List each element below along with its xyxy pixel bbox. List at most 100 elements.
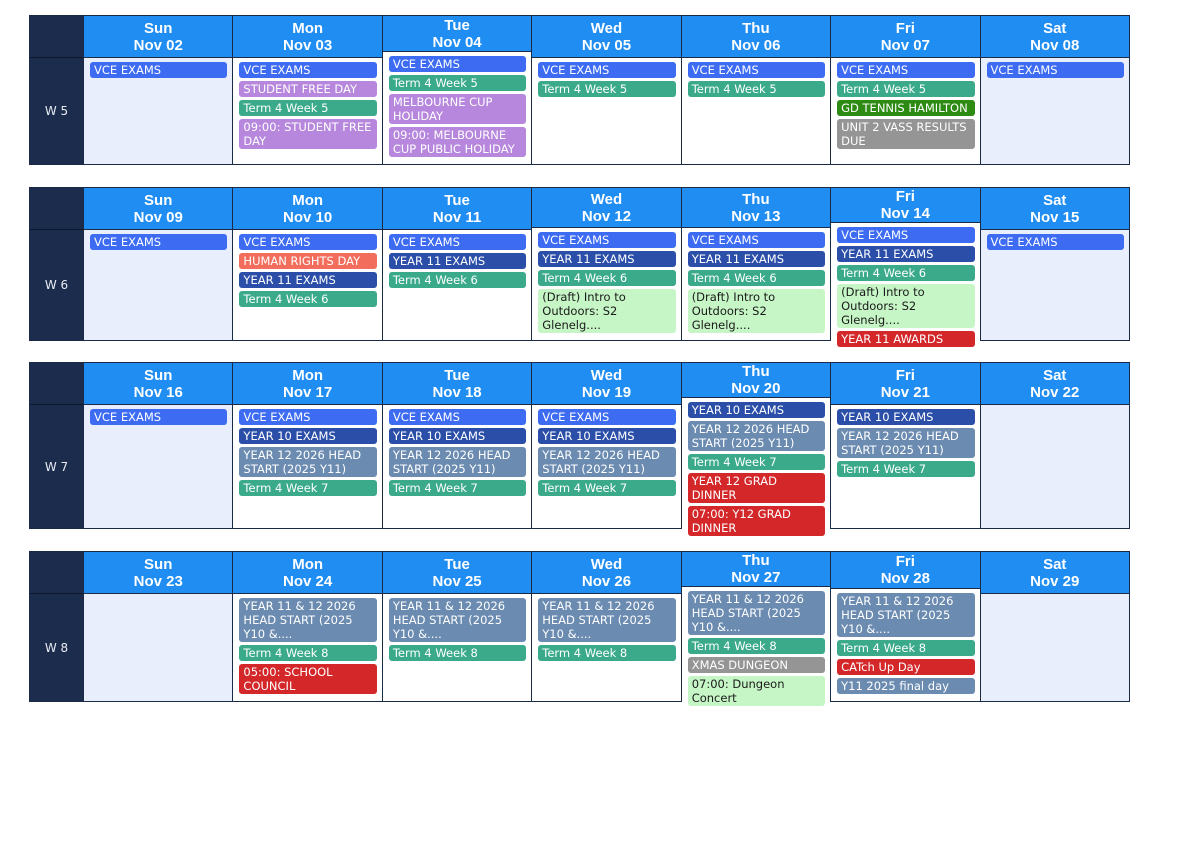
- event-chip[interactable]: YEAR 11 EXAMS: [239, 272, 377, 288]
- event-chip[interactable]: Term 4 Week 8: [837, 640, 975, 656]
- day-cell-thu[interactable]: Thu Nov 20 YEAR 10 EXAMS YEAR 12 2026 HEAD …: [680, 363, 831, 543]
- event-chip[interactable]: YEAR 10 EXAMS: [388, 428, 527, 444]
- event-chip[interactable]: YEAR 11 EXAMS: [388, 253, 527, 269]
- event-chip[interactable]: Term 4 Week 5: [837, 81, 975, 97]
- event-chip[interactable]: (Draft) Intro to Outdoors: S2 Glenelg...…: [687, 289, 826, 333]
- event-chip[interactable]: VCE EXAMS: [388, 234, 527, 250]
- event-chip[interactable]: VCE EXAMS: [90, 234, 228, 250]
- event-chip[interactable]: YEAR 11 EXAMS: [837, 246, 975, 262]
- event-chip[interactable]: VCE EXAMS: [90, 62, 228, 78]
- day-cell-mon[interactable]: Mon Nov 10 VCE EXAMS HUMAN RIGHTS DAY YEAR 1…: [232, 188, 382, 340]
- event-chip[interactable]: VCE EXAMS: [90, 409, 228, 425]
- event-chip[interactable]: VCE EXAMS: [986, 234, 1124, 250]
- event-chip[interactable]: VCE EXAMS: [388, 409, 527, 425]
- event-chip[interactable]: YEAR 12 2026 HEAD START (2025 Y11): [388, 447, 527, 477]
- day-cell-wed[interactable]: Wed Nov 05 VCE EXAMS Term 4 Week 5: [531, 16, 681, 164]
- event-chip[interactable]: YEAR 12 2026 HEAD START (2025 Y11): [687, 421, 826, 451]
- event-chip[interactable]: YEAR 10 EXAMS: [837, 409, 975, 425]
- event-chip[interactable]: VCE EXAMS: [538, 409, 676, 425]
- event-chip[interactable]: Term 4 Week 5: [388, 75, 527, 91]
- day-cell-sun[interactable]: Sun Nov 23: [83, 552, 233, 701]
- event-chip[interactable]: Term 4 Week 6: [837, 265, 975, 281]
- event-chip[interactable]: VCE EXAMS: [388, 56, 527, 72]
- day-cell-tue[interactable]: Tue Nov 18 VCE EXAMS YEAR 10 EXAMS YEAR 12 2…: [381, 363, 532, 528]
- event-chip[interactable]: 09:00: MELBOURNE CUP PUBLIC HOLIDAY: [388, 127, 527, 157]
- event-chip[interactable]: Term 4 Week 6: [687, 270, 826, 286]
- event-chip[interactable]: STUDENT FREE DAY: [239, 81, 377, 97]
- event-chip[interactable]: Term 4 Week 6: [388, 272, 527, 288]
- event-chip[interactable]: VCE EXAMS: [239, 234, 377, 250]
- event-chip[interactable]: Term 4 Week 8: [388, 645, 527, 661]
- day-cell-thu[interactable]: Thu Nov 27 YEAR 11 & 12 2026 HEAD START (2…: [680, 552, 831, 713]
- day-cell-wed[interactable]: Wed Nov 26 YEAR 11 & 12 2026 HEAD START (2…: [531, 552, 681, 701]
- day-cell-sat[interactable]: Sat Nov 15 VCE EXAMS: [979, 188, 1129, 340]
- event-chip[interactable]: CATch Up Day: [837, 659, 975, 675]
- day-cell-mon[interactable]: Mon Nov 03 VCE EXAMS STUDENT FREE DAY Term 4…: [232, 16, 382, 164]
- event-chip[interactable]: Y11 2025 final day: [837, 678, 975, 694]
- day-cell-wed[interactable]: Wed Nov 19 VCE EXAMS YEAR 10 EXAMS YEAR 12 2…: [531, 363, 681, 528]
- day-cell-fri[interactable]: Fri Nov 21 YEAR 10 EXAMS YEAR 12 2026 HEAD …: [830, 363, 980, 528]
- event-chip[interactable]: Term 4 Week 7: [687, 454, 826, 470]
- event-chip[interactable]: (Draft) Intro to Outdoors: S2 Glenelg...…: [538, 289, 676, 333]
- day-cell-mon[interactable]: Mon Nov 17 VCE EXAMS YEAR 10 EXAMS YEAR 12 2…: [232, 363, 382, 528]
- event-chip[interactable]: YEAR 11 EXAMS: [538, 251, 676, 267]
- day-cell-mon[interactable]: Mon Nov 24 YEAR 11 & 12 2026 HEAD START (2…: [232, 552, 382, 701]
- event-chip[interactable]: YEAR 11 EXAMS: [687, 251, 826, 267]
- day-cell-fri[interactable]: Fri Nov 28 YEAR 11 & 12 2026 HEAD START (2…: [830, 552, 980, 701]
- event-chip[interactable]: 07:00: Y12 GRAD DINNER: [687, 506, 826, 536]
- event-chip[interactable]: Term 4 Week 6: [538, 270, 676, 286]
- event-chip[interactable]: VCE EXAMS: [687, 62, 826, 78]
- event-chip[interactable]: Term 4 Week 6: [239, 291, 377, 307]
- event-chip[interactable]: YEAR 11 & 12 2026 HEAD START (2025 Y10 &…: [388, 598, 527, 642]
- day-cell-sat[interactable]: Sat Nov 29: [979, 552, 1129, 701]
- day-cell-fri[interactable]: Fri Nov 14 VCE EXAMS YEAR 11 EXAMS Term 4 We…: [830, 188, 980, 354]
- day-cell-sun[interactable]: Sun Nov 02 VCE EXAMS: [83, 16, 233, 164]
- day-cell-thu[interactable]: Thu Nov 06 VCE EXAMS Term 4 Week 5: [680, 16, 831, 164]
- event-chip[interactable]: VCE EXAMS: [239, 409, 377, 425]
- event-chip[interactable]: YEAR 11 AWARDS: [837, 331, 975, 347]
- event-chip[interactable]: HUMAN RIGHTS DAY: [239, 253, 377, 269]
- event-chip[interactable]: YEAR 10 EXAMS: [239, 428, 377, 444]
- event-chip[interactable]: YEAR 11 & 12 2026 HEAD START (2025 Y10 &…: [687, 591, 826, 635]
- day-cell-thu[interactable]: Thu Nov 13 VCE EXAMS YEAR 11 EXAMS Term 4 We…: [680, 188, 831, 340]
- event-chip[interactable]: YEAR 12 2026 HEAD START (2025 Y11): [837, 428, 975, 458]
- day-cell-sun[interactable]: Sun Nov 09 VCE EXAMS: [83, 188, 233, 340]
- event-chip[interactable]: YEAR 11 & 12 2026 HEAD START (2025 Y10 &…: [239, 598, 377, 642]
- day-cell-tue[interactable]: Tue Nov 25 YEAR 11 & 12 2026 HEAD START (2…: [381, 552, 532, 701]
- day-cell-tue[interactable]: Tue Nov 04 VCE EXAMS Term 4 Week 5 MELBOURNE…: [381, 16, 532, 164]
- event-chip[interactable]: VCE EXAMS: [538, 62, 676, 78]
- event-chip[interactable]: YEAR 11 & 12 2026 HEAD START (2025 Y10 &…: [538, 598, 676, 642]
- event-chip[interactable]: XMAS DUNGEON: [687, 657, 826, 673]
- event-chip[interactable]: VCE EXAMS: [687, 232, 826, 248]
- event-chip[interactable]: YEAR 12 GRAD DINNER: [687, 473, 826, 503]
- event-chip[interactable]: 07:00: Dungeon Concert: [687, 676, 826, 706]
- event-chip[interactable]: Term 4 Week 7: [239, 480, 377, 496]
- day-cell-sat[interactable]: Sat Nov 08 VCE EXAMS: [979, 16, 1129, 164]
- day-cell-tue[interactable]: Tue Nov 11 VCE EXAMS YEAR 11 EXAMS Term 4 We…: [381, 188, 532, 340]
- event-chip[interactable]: YEAR 11 & 12 2026 HEAD START (2025 Y10 &…: [837, 593, 975, 637]
- event-chip[interactable]: Term 4 Week 8: [239, 645, 377, 661]
- event-chip[interactable]: Term 4 Week 8: [687, 638, 826, 654]
- event-chip[interactable]: VCE EXAMS: [538, 232, 676, 248]
- event-chip[interactable]: Term 4 Week 8: [538, 645, 676, 661]
- event-chip[interactable]: Term 4 Week 7: [837, 461, 975, 477]
- day-cell-wed[interactable]: Wed Nov 12 VCE EXAMS YEAR 11 EXAMS Term 4 We…: [531, 188, 681, 340]
- event-chip[interactable]: MELBOURNE CUP HOLIDAY: [388, 94, 527, 124]
- event-chip[interactable]: Term 4 Week 7: [388, 480, 527, 496]
- event-chip[interactable]: Term 4 Week 5: [538, 81, 676, 97]
- event-chip[interactable]: VCE EXAMS: [239, 62, 377, 78]
- event-chip[interactable]: GD TENNIS HAMILTON: [837, 100, 975, 116]
- event-chip[interactable]: VCE EXAMS: [986, 62, 1124, 78]
- event-chip[interactable]: YEAR 10 EXAMS: [538, 428, 676, 444]
- day-cell-sun[interactable]: Sun Nov 16 VCE EXAMS: [83, 363, 233, 528]
- event-chip[interactable]: YEAR 12 2026 HEAD START (2025 Y11): [239, 447, 377, 477]
- event-chip[interactable]: Term 4 Week 5: [239, 100, 377, 116]
- day-cell-sat[interactable]: Sat Nov 22: [979, 363, 1129, 528]
- event-chip[interactable]: (Draft) Intro to Outdoors: S2 Glenelg...…: [837, 284, 975, 328]
- event-chip[interactable]: VCE EXAMS: [837, 62, 975, 78]
- day-cell-fri[interactable]: Fri Nov 07 VCE EXAMS Term 4 Week 5 GD TENNIS…: [830, 16, 980, 164]
- event-chip[interactable]: 05:00: SCHOOL COUNCIL: [239, 664, 377, 694]
- event-chip[interactable]: UNIT 2 VASS RESULTS DUE: [837, 119, 975, 149]
- event-chip[interactable]: YEAR 12 2026 HEAD START (2025 Y11): [538, 447, 676, 477]
- event-chip[interactable]: Term 4 Week 5: [687, 81, 826, 97]
